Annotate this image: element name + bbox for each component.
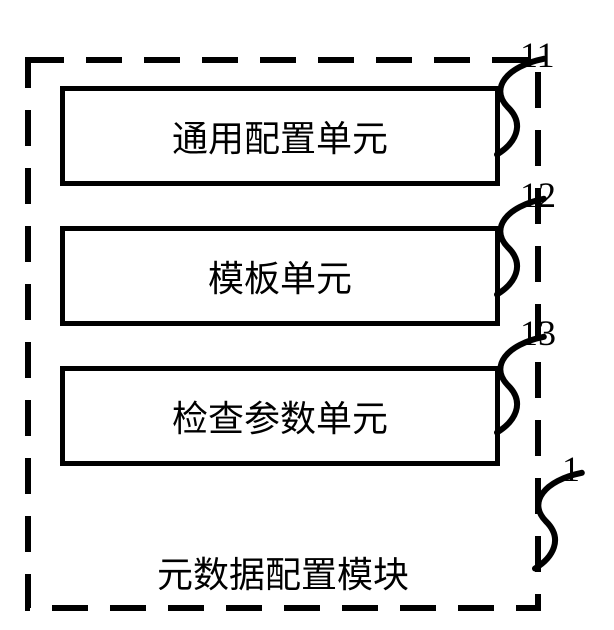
unit-label: 检查参数单元 xyxy=(172,390,388,442)
module-label: 元数据配置模块 xyxy=(157,546,409,598)
unit-template: 模板单元 xyxy=(60,226,500,326)
unit-label: 通用配置单元 xyxy=(172,110,388,162)
unit-number-11: 11 xyxy=(520,34,555,76)
module-number-1: 1 xyxy=(562,448,580,490)
unit-label: 模板单元 xyxy=(208,250,352,302)
unit-number-13: 13 xyxy=(520,312,556,354)
unit-check-params: 检查参数单元 xyxy=(60,366,500,466)
unit-number-12: 12 xyxy=(520,174,556,216)
unit-general-config: 通用配置单元 xyxy=(60,86,500,186)
diagram-canvas: 通用配置单元 11 模板单元 12 检查参数单元 13 元数据配置模块 1 xyxy=(0,0,614,630)
squiggle-connector xyxy=(508,464,598,574)
